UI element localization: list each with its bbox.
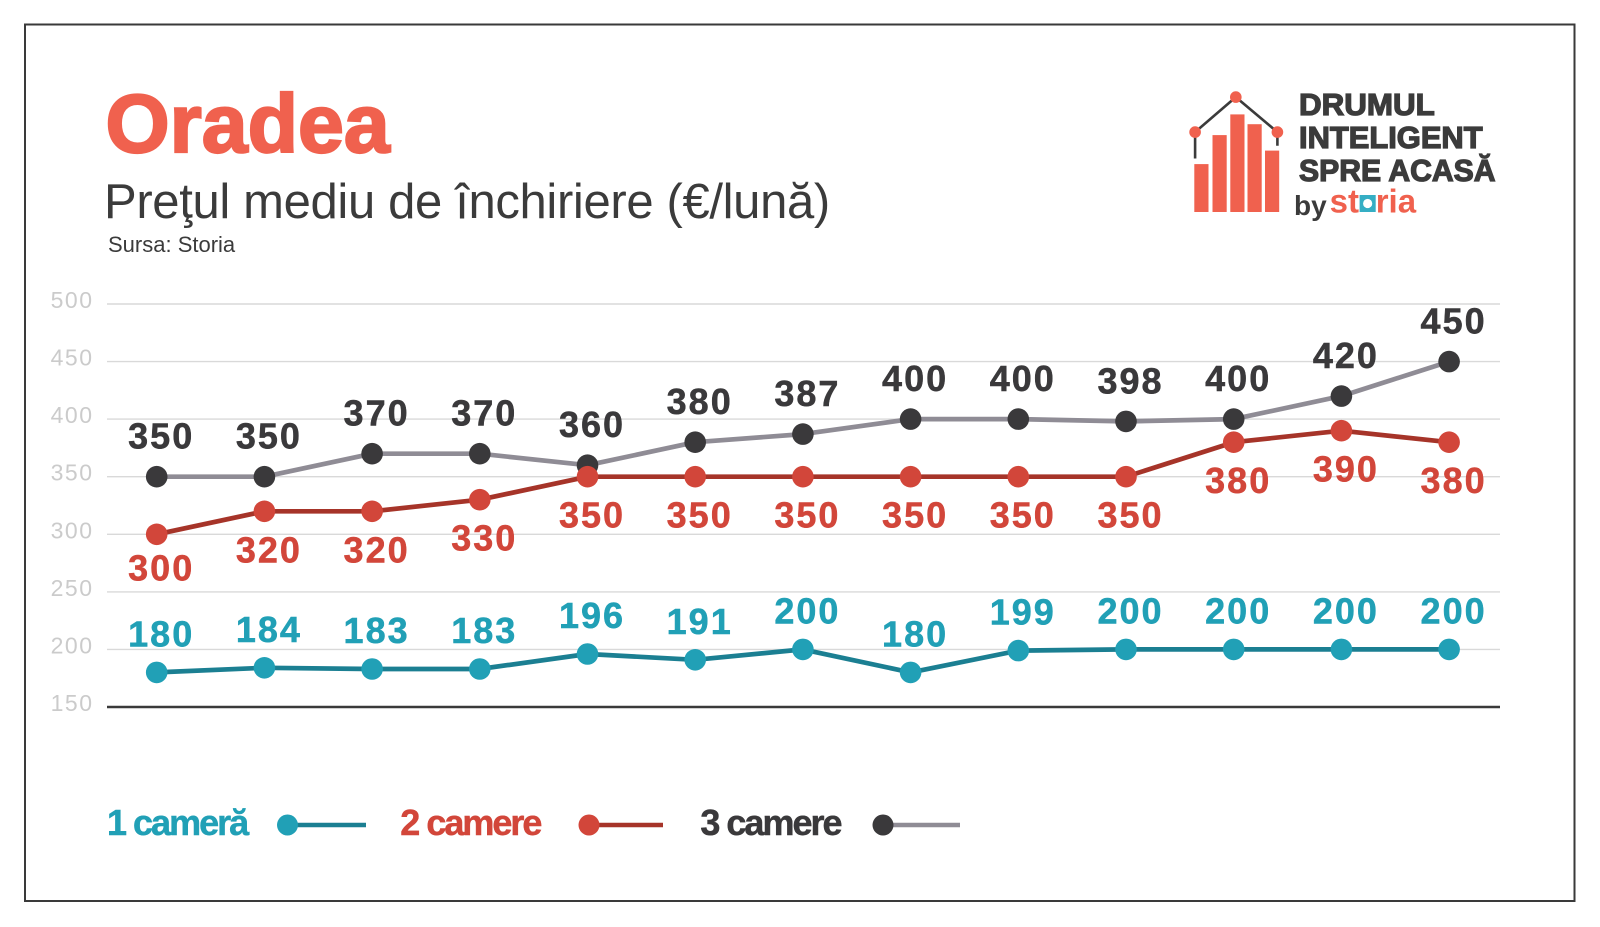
svg-text:st: st — [1330, 183, 1359, 220]
svg-text:Oradea: Oradea — [106, 78, 391, 170]
svg-text:200: 200 — [51, 632, 94, 658]
svg-text:398: 398 — [1097, 360, 1163, 401]
svg-text:320: 320 — [236, 529, 302, 570]
svg-text:380: 380 — [667, 381, 733, 422]
svg-text:Preţul mediu de închiriere (€/: Preţul mediu de închiriere (€/lună) — [104, 175, 830, 229]
svg-text:450: 450 — [1421, 301, 1487, 342]
svg-text:200: 200 — [1097, 590, 1163, 631]
svg-text:199: 199 — [990, 592, 1056, 633]
svg-text:320: 320 — [344, 529, 410, 570]
svg-text:250: 250 — [51, 575, 94, 601]
svg-text:191: 191 — [667, 601, 733, 642]
svg-text:380: 380 — [1205, 460, 1271, 501]
svg-text:390: 390 — [1313, 449, 1379, 490]
svg-text:350: 350 — [1097, 495, 1163, 536]
svg-text:350: 350 — [774, 495, 840, 536]
svg-text:SPRE ACASĂ: SPRE ACASĂ — [1299, 153, 1496, 188]
svg-text:200: 200 — [774, 590, 840, 631]
svg-text:Sursa: Storia: Sursa: Storia — [108, 232, 236, 257]
svg-text:350: 350 — [882, 495, 948, 536]
svg-text:196: 196 — [559, 595, 625, 636]
svg-text:400: 400 — [1205, 358, 1271, 399]
svg-text:370: 370 — [451, 393, 517, 434]
svg-text:400: 400 — [882, 358, 948, 399]
svg-text:ria: ria — [1376, 183, 1417, 220]
svg-text:350: 350 — [559, 495, 625, 536]
svg-text:350: 350 — [128, 416, 194, 457]
svg-text:400: 400 — [51, 402, 94, 428]
svg-text:150: 150 — [51, 690, 94, 716]
svg-text:183: 183 — [451, 610, 517, 651]
svg-text:INTELIGENT: INTELIGENT — [1299, 120, 1483, 155]
svg-text:200: 200 — [1421, 590, 1487, 631]
svg-text:370: 370 — [344, 393, 410, 434]
svg-text:184: 184 — [236, 609, 302, 650]
svg-text:300: 300 — [51, 517, 94, 543]
svg-text:by: by — [1294, 190, 1327, 221]
svg-text:350: 350 — [990, 495, 1056, 536]
svg-text:420: 420 — [1313, 335, 1379, 376]
svg-text:1 cameră: 1 cameră — [107, 802, 250, 843]
svg-text:400: 400 — [990, 358, 1056, 399]
svg-text:380: 380 — [1421, 460, 1487, 501]
svg-text:350: 350 — [667, 495, 733, 536]
svg-text:360: 360 — [559, 404, 625, 445]
svg-text:180: 180 — [128, 613, 194, 654]
svg-text:350: 350 — [51, 460, 94, 486]
svg-text:450: 450 — [51, 345, 94, 371]
svg-text:200: 200 — [1313, 590, 1379, 631]
svg-text:183: 183 — [344, 610, 410, 651]
svg-text:300: 300 — [128, 547, 194, 588]
svg-text:387: 387 — [774, 373, 840, 414]
svg-text:180: 180 — [882, 613, 948, 654]
svg-text:350: 350 — [236, 416, 302, 457]
svg-text:3 camere: 3 camere — [700, 802, 841, 843]
svg-text:2 camere: 2 camere — [400, 802, 541, 843]
svg-text:330: 330 — [451, 518, 517, 559]
svg-text:500: 500 — [51, 287, 94, 313]
svg-text:200: 200 — [1205, 590, 1271, 631]
svg-text:DRUMUL: DRUMUL — [1299, 87, 1435, 122]
